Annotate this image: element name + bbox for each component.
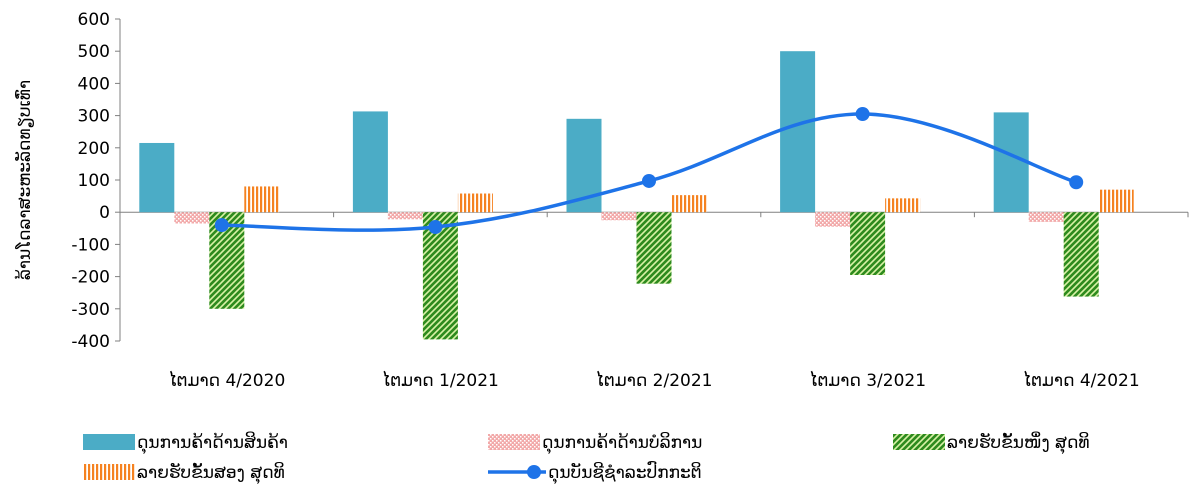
y-tick-label: 0 <box>99 203 110 223</box>
bar-2-2 <box>387 212 423 220</box>
bar-4-2 <box>457 193 493 213</box>
line-point-4 <box>855 106 870 121</box>
bar-2-1 <box>174 212 210 224</box>
category-label: ໄຕມາດ 4/2020 <box>168 370 285 391</box>
category-labels: ໄຕມາດ 4/2020 ໄຕມາດ 1/2021 ໄຕມາດ 2/2021 ໄຕມາ… <box>168 370 1139 391</box>
legend-label: ລາຍຮັບຂັ້ນສອງ ສຸດທິ <box>137 461 285 485</box>
bar-4-4 <box>885 198 921 213</box>
bar-1-5 <box>993 112 1029 213</box>
legend-swatch-marker <box>527 465 541 479</box>
category-label: ໄຕມາດ 3/2021 <box>809 370 926 391</box>
y-tick-label: -100 <box>71 235 110 255</box>
y-tick-label: 400 <box>78 74 110 94</box>
y-tick-label: -200 <box>71 268 110 288</box>
legend-label: ດຸນການຄ້າດ້ານສິນຄ້າ <box>137 432 288 455</box>
y-tick-label: 500 <box>78 42 110 62</box>
bar-1-2 <box>352 111 388 213</box>
bar-1-4 <box>780 51 816 213</box>
y-axis-title: ລ້ານໂດລາສະຫະລັດທຽບເທົ່າ <box>13 80 35 280</box>
bar-3-2 <box>422 212 458 340</box>
y-tick-label: 600 <box>78 10 110 30</box>
line-point-5 <box>1069 175 1084 190</box>
category-label: ໄຕມາດ 4/2021 <box>1023 370 1140 391</box>
legend-label: ລາຍຮັບຂັ້ນໜຶ່ງ ສຸດທິ <box>947 431 1090 455</box>
bar-4-1 <box>244 186 280 213</box>
bars <box>139 51 1134 340</box>
y-tick-label: -300 <box>71 300 110 320</box>
bar-3-5 <box>1063 212 1099 297</box>
legend-swatch <box>83 464 135 480</box>
bar-4-3 <box>671 195 707 213</box>
legend-item: ດຸນບັນຊີຊໍາລະປົກກະຕິ <box>488 459 702 485</box>
legend-item: ລາຍຮັບຂັ້ນສອງ ສຸດທິ <box>83 461 285 485</box>
y-axis: 600 500 400 300 200 100 0 -100 -200 -300 -400 <box>71 10 121 352</box>
bar-3-4 <box>850 212 886 275</box>
legend-label: ດຸນການຄ້າດ້ານບໍລິການ <box>542 432 702 455</box>
y-tick-label: 300 <box>78 107 110 127</box>
y-tick-label: 200 <box>78 139 110 159</box>
category-label: ໄຕມາດ 1/2021 <box>382 370 499 391</box>
bar-1-1 <box>139 142 175 213</box>
y-tick-label: -400 <box>71 332 110 352</box>
legend-swatch <box>893 434 945 450</box>
bar-2-3 <box>601 212 637 221</box>
legend-swatch <box>83 434 135 450</box>
line-point-2 <box>428 220 443 235</box>
legend: ດຸນການຄ້າດ້ານສິນຄ້າ ດຸນການຄ້າດ້ານບໍລິການລ… <box>83 431 1090 485</box>
legend-swatch <box>488 434 540 450</box>
category-label: ໄຕມາດ 2/2021 <box>596 370 713 391</box>
bar-2-4 <box>815 212 851 227</box>
legend-item: ດຸນການຄ້າດ້ານບໍລິການ <box>488 432 702 455</box>
bar-3-3 <box>636 212 672 284</box>
legend-item: ດຸນການຄ້າດ້ານສິນຄ້າ <box>83 432 288 455</box>
legend-item: ລາຍຮັບຂັ້ນໜຶ່ງ ສຸດທິ <box>893 431 1090 455</box>
bar-2-5 <box>1028 212 1064 222</box>
bar-4-5 <box>1098 189 1134 213</box>
line-point-1 <box>214 218 229 233</box>
line-point-3 <box>642 173 656 188</box>
y-tick-label: 100 <box>78 171 110 191</box>
legend-label: ດຸນບັນຊີຊໍາລະປົກກະຕິ <box>548 459 702 485</box>
line-series <box>214 106 1084 235</box>
